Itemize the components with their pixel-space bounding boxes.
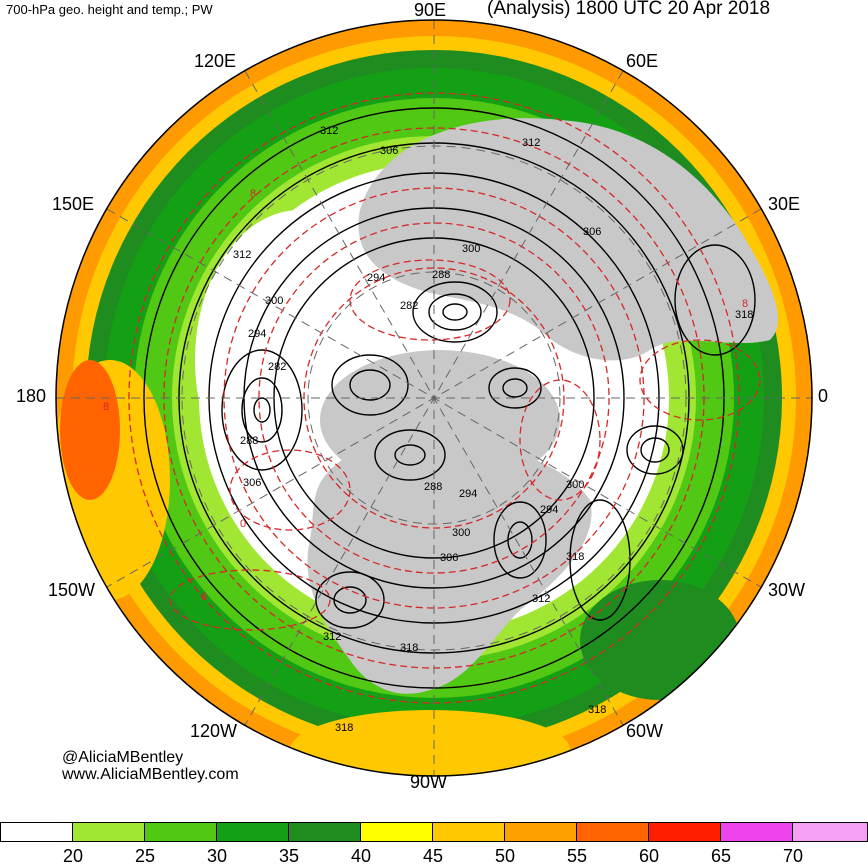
colorbar-tick-label: 45 [422,846,444,866]
colorbar-swatch [648,822,721,842]
colorbar-swatch [360,822,433,842]
lon-label-90w: 90W [410,772,448,792]
lon-label-150e: 150E [52,194,95,214]
height-contour-label: 300 [462,243,480,255]
lon-label-60w: 60W [626,721,664,741]
colorbar-tick-label: 40 [350,846,372,866]
height-contour-label: 294 [459,488,477,500]
lon-label-120e: 120E [194,51,237,71]
colorbar-swatch [144,822,217,842]
lon-label-0: 0 [818,386,829,406]
height-contour-label: 306 [243,477,261,489]
colorbar-tick-label: 60 [638,846,660,866]
colorbar-tick-label: 55 [566,846,588,866]
colorbar-tick-label: 65 [710,846,732,866]
lon-label-120w: 120W [190,721,238,741]
height-contour-label: 300 [566,479,584,491]
height-contour-label: 282 [268,361,286,373]
height-contour-label: 312 [522,137,540,149]
landmass-eurasia [358,118,779,361]
colorbar-tick-label: 70 [782,846,804,866]
colorbar-swatch [0,822,73,842]
colorbar-tick-label: 25 [134,846,156,866]
map-disc-outline [55,19,813,777]
height-contour-label: 282 [400,300,418,312]
temperature-contour-label: 0 [240,518,246,530]
colorbar-swatch [576,822,649,842]
colorbar-swatch [216,822,289,842]
height-contour-label: 300 [265,295,283,307]
height-contour-label: 318 [400,642,418,654]
chart-title-left: 700-hPa geo. height and temp.; PW [6,2,213,17]
lon-label-30e: 30E [768,194,801,214]
height-contour-label: 288 [424,481,442,493]
polar-map: 306 312 300 312 306 312 294 288 300 282 … [55,19,813,777]
height-contour-label: 306 [583,226,601,238]
height-contour-label: 312 [320,125,338,137]
colorbar-tick-label: 30 [206,846,228,866]
height-contour-label: 318 [735,309,753,321]
graticule [56,20,812,776]
temperature-contour-label: 8 [201,591,207,603]
colorbar-swatch [720,822,793,842]
landmass-arctic-islands [320,350,560,490]
colorbar-swatch [288,822,361,842]
height-contour-label: 294 [540,504,558,516]
colorbar-swatch [72,822,145,842]
height-contour-label: 318 [566,551,584,563]
pw-field-moist-eastpac-2 [60,360,120,500]
height-contour-label: 294 [367,272,385,284]
lon-label-90e: 90E [414,0,447,20]
height-contour-label: 312 [323,631,341,643]
height-contour-label: 300 [452,527,470,539]
height-contour-label: 318 [335,722,353,734]
height-contour-label: 288 [432,269,450,281]
height-contour-label: 294 [248,328,266,340]
height-contour-label: 312 [233,249,251,261]
height-contour-label: 306 [380,145,398,157]
lon-label-150w: 150W [48,580,96,600]
height-contour-label: 312 [532,593,550,605]
colorbar-swatch [504,822,577,842]
lon-label-30w: 30W [768,580,806,600]
temperature-contour-label: 8 [103,401,109,413]
temperature-contour-label: 8 [742,298,748,310]
colorbar-tick-label: 35 [278,846,300,866]
height-contour-label: 288 [240,435,258,447]
chart-title-right: (Analysis) 1800 UTC 20 Apr 2018 [487,0,771,19]
lon-label-60e: 60E [626,51,659,71]
credit-handle: @AliciaMBentley [62,749,184,766]
colorbar-tick-label: 20 [62,846,84,866]
pw-field-moist-atlantic [580,580,740,700]
colorbar-swatch [792,822,868,842]
landmass-greenland [489,466,561,555]
credit-website: www.AliciaMBentley.com [62,766,239,783]
height-contour-label: 306 [440,552,458,564]
colorbar-tick-label: 50 [494,846,516,866]
pw-colorbar: 20 25 30 35 40 45 50 55 60 65 70 [0,822,868,866]
temperature-contour-label: 8 [250,188,256,200]
colorbar-swatch [432,822,505,842]
height-contour-label: 318 [588,704,606,716]
lon-label-180: 180 [16,386,47,406]
